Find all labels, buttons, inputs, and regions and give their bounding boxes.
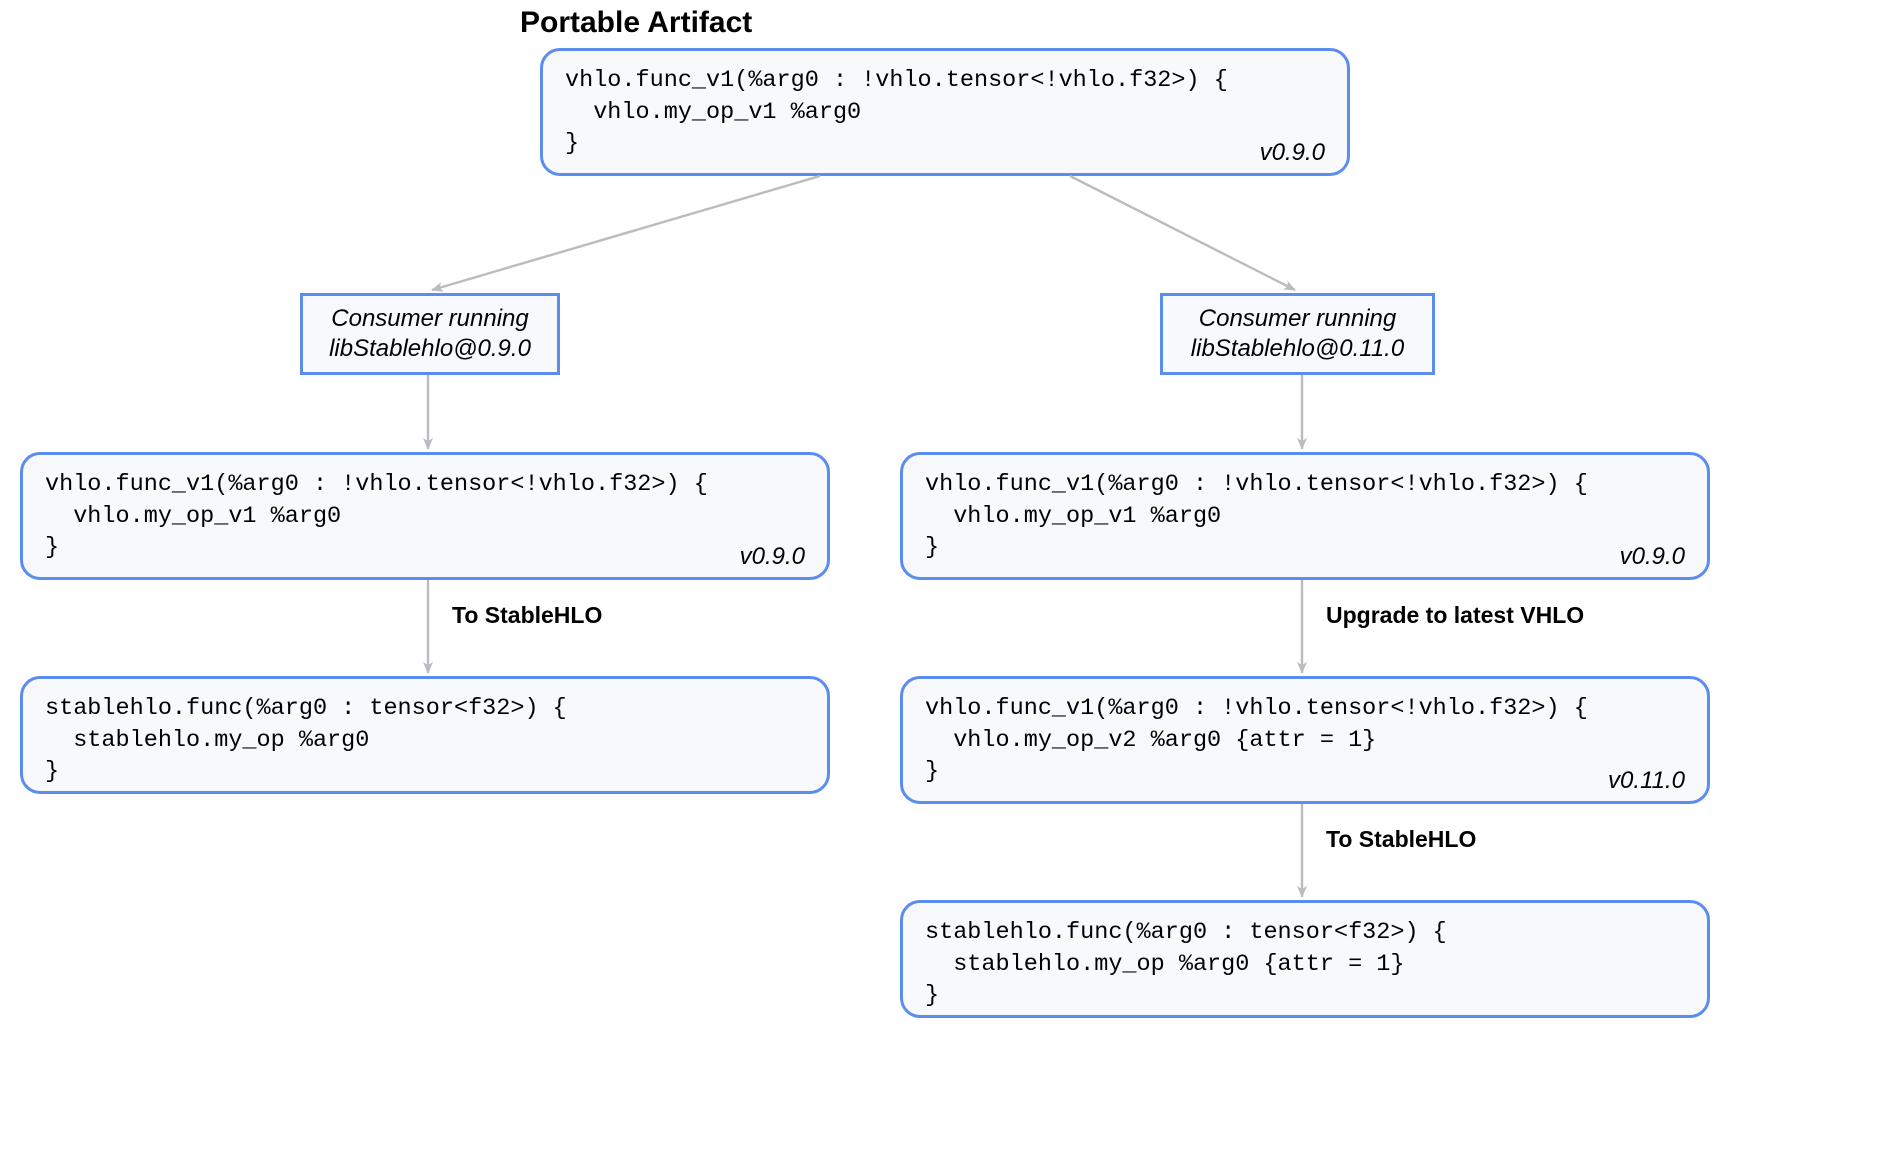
- flow-arrow: [1070, 176, 1295, 290]
- right-code-3-text: stablehlo.func(%arg0 : tensor<f32>) { st…: [925, 917, 1685, 1012]
- artifact-version: v0.9.0: [1260, 139, 1325, 167]
- left-code-1-version: v0.9.0: [740, 543, 805, 571]
- edge-label: To StableHLO: [452, 602, 602, 629]
- right-code-1: vhlo.func_v1(%arg0 : !vhlo.tensor<!vhlo.…: [900, 452, 1710, 580]
- right-code-2: vhlo.func_v1(%arg0 : !vhlo.tensor<!vhlo.…: [900, 676, 1710, 804]
- left-code-1: vhlo.func_v1(%arg0 : !vhlo.tensor<!vhlo.…: [20, 452, 830, 580]
- edge-label: Upgrade to latest VHLO: [1326, 602, 1584, 629]
- left-code-1-text: vhlo.func_v1(%arg0 : !vhlo.tensor<!vhlo.…: [45, 469, 805, 564]
- artifact-node: vhlo.func_v1(%arg0 : !vhlo.tensor<!vhlo.…: [540, 48, 1350, 176]
- consumer-left-label: Consumer runninglibStablehlo@0.9.0: [329, 304, 531, 364]
- flow-arrow: [432, 176, 820, 290]
- right-code-1-text: vhlo.func_v1(%arg0 : !vhlo.tensor<!vhlo.…: [925, 469, 1685, 564]
- right-code-1-version: v0.9.0: [1620, 543, 1685, 571]
- diagram-title: Portable Artifact: [520, 6, 752, 40]
- right-code-2-text: vhlo.func_v1(%arg0 : !vhlo.tensor<!vhlo.…: [925, 693, 1685, 788]
- artifact-code: vhlo.func_v1(%arg0 : !vhlo.tensor<!vhlo.…: [565, 65, 1325, 160]
- left-code-2: stablehlo.func(%arg0 : tensor<f32>) { st…: [20, 676, 830, 794]
- right-code-2-version: v0.11.0: [1608, 767, 1685, 795]
- consumer-right-label: Consumer runninglibStablehlo@0.11.0: [1191, 304, 1404, 364]
- edge-label: To StableHLO: [1326, 826, 1476, 853]
- left-code-2-text: stablehlo.func(%arg0 : tensor<f32>) { st…: [45, 693, 805, 788]
- right-code-3: stablehlo.func(%arg0 : tensor<f32>) { st…: [900, 900, 1710, 1018]
- consumer-left: Consumer runninglibStablehlo@0.9.0: [300, 293, 560, 375]
- consumer-right: Consumer runninglibStablehlo@0.11.0: [1160, 293, 1435, 375]
